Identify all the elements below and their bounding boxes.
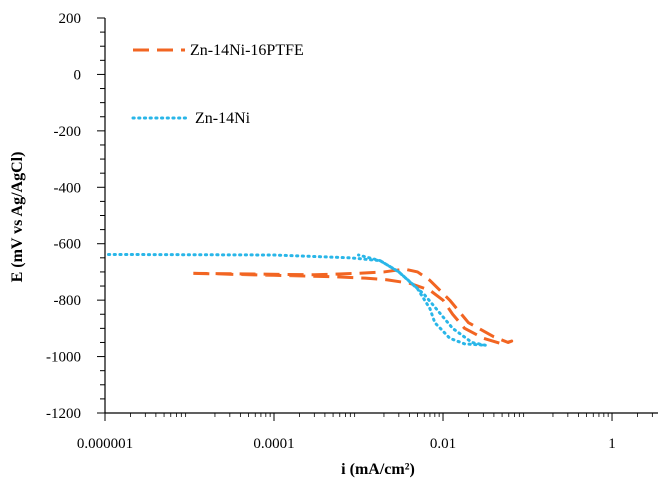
series-line-zn-14ni-16ptfe <box>193 267 514 346</box>
x-tick-label: 0.000001 <box>77 436 133 452</box>
series-line-zn-14ni <box>107 252 488 347</box>
legend-label-zn-14ni-16ptfe: Zn-14Ni-16PTFE <box>190 42 304 59</box>
y-tick-label: -1200 <box>46 406 81 422</box>
x-tick-label: 0.0001 <box>253 436 294 452</box>
x-axis-title: i (mA/cm²) <box>341 461 415 478</box>
legend: Zn-14Ni-16PTFE Zn-14Ni <box>131 42 304 127</box>
y-tick-label: -600 <box>54 237 82 253</box>
tick-layer: -1200 -1000 -800 -600 -400 -200 0 200 0.000001 0.… <box>46 11 653 452</box>
y-tick-label: 0 <box>74 67 82 83</box>
legend-label-zn-14ni: Zn-14Ni <box>195 110 251 127</box>
y-tick-label: 200 <box>59 11 82 27</box>
x-tick-label: 1 <box>608 436 616 452</box>
y-tick-label: -200 <box>54 124 82 140</box>
y-axis-title: E (mV vs Ag/AgCl) <box>9 152 26 283</box>
x-tick-label: 0.01 <box>430 436 456 452</box>
y-tick-label: -400 <box>54 180 82 196</box>
series-layer <box>107 252 514 347</box>
y-tick-label: -1000 <box>46 350 81 366</box>
y-tick-label: -800 <box>54 293 82 309</box>
